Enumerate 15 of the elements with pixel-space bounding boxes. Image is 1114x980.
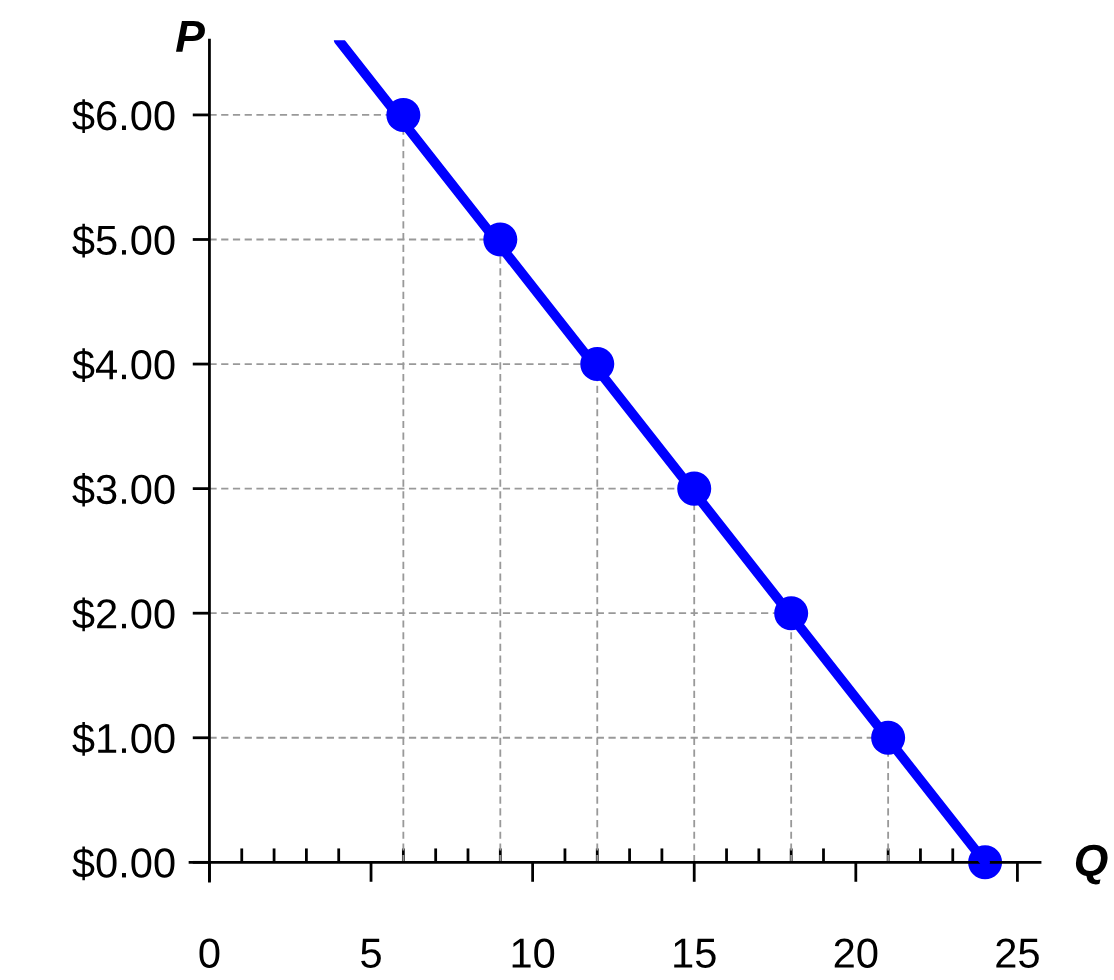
x-tick-label: 0 xyxy=(199,938,220,968)
x-axis-title: Q xyxy=(1075,844,1108,885)
y-tick-label: $6.00 xyxy=(72,99,175,133)
y-tick-label: $5.00 xyxy=(72,223,175,258)
y-tick-label: $2.00 xyxy=(72,597,175,632)
x-tick-label: 20 xyxy=(834,938,878,968)
y-tick-label: $1.00 xyxy=(72,722,175,756)
x-tick-label: 10 xyxy=(512,938,555,968)
y-tick-label: $3.00 xyxy=(72,472,175,507)
x-tick-label: 25 xyxy=(996,938,1039,968)
x-tick-label: 15 xyxy=(674,938,716,968)
y-axis-title: P xyxy=(176,21,205,52)
y-tick-label: $4.00 xyxy=(72,348,175,383)
y-tick-label: $0.00 xyxy=(72,846,175,881)
x-tick-label: 5 xyxy=(361,938,381,968)
